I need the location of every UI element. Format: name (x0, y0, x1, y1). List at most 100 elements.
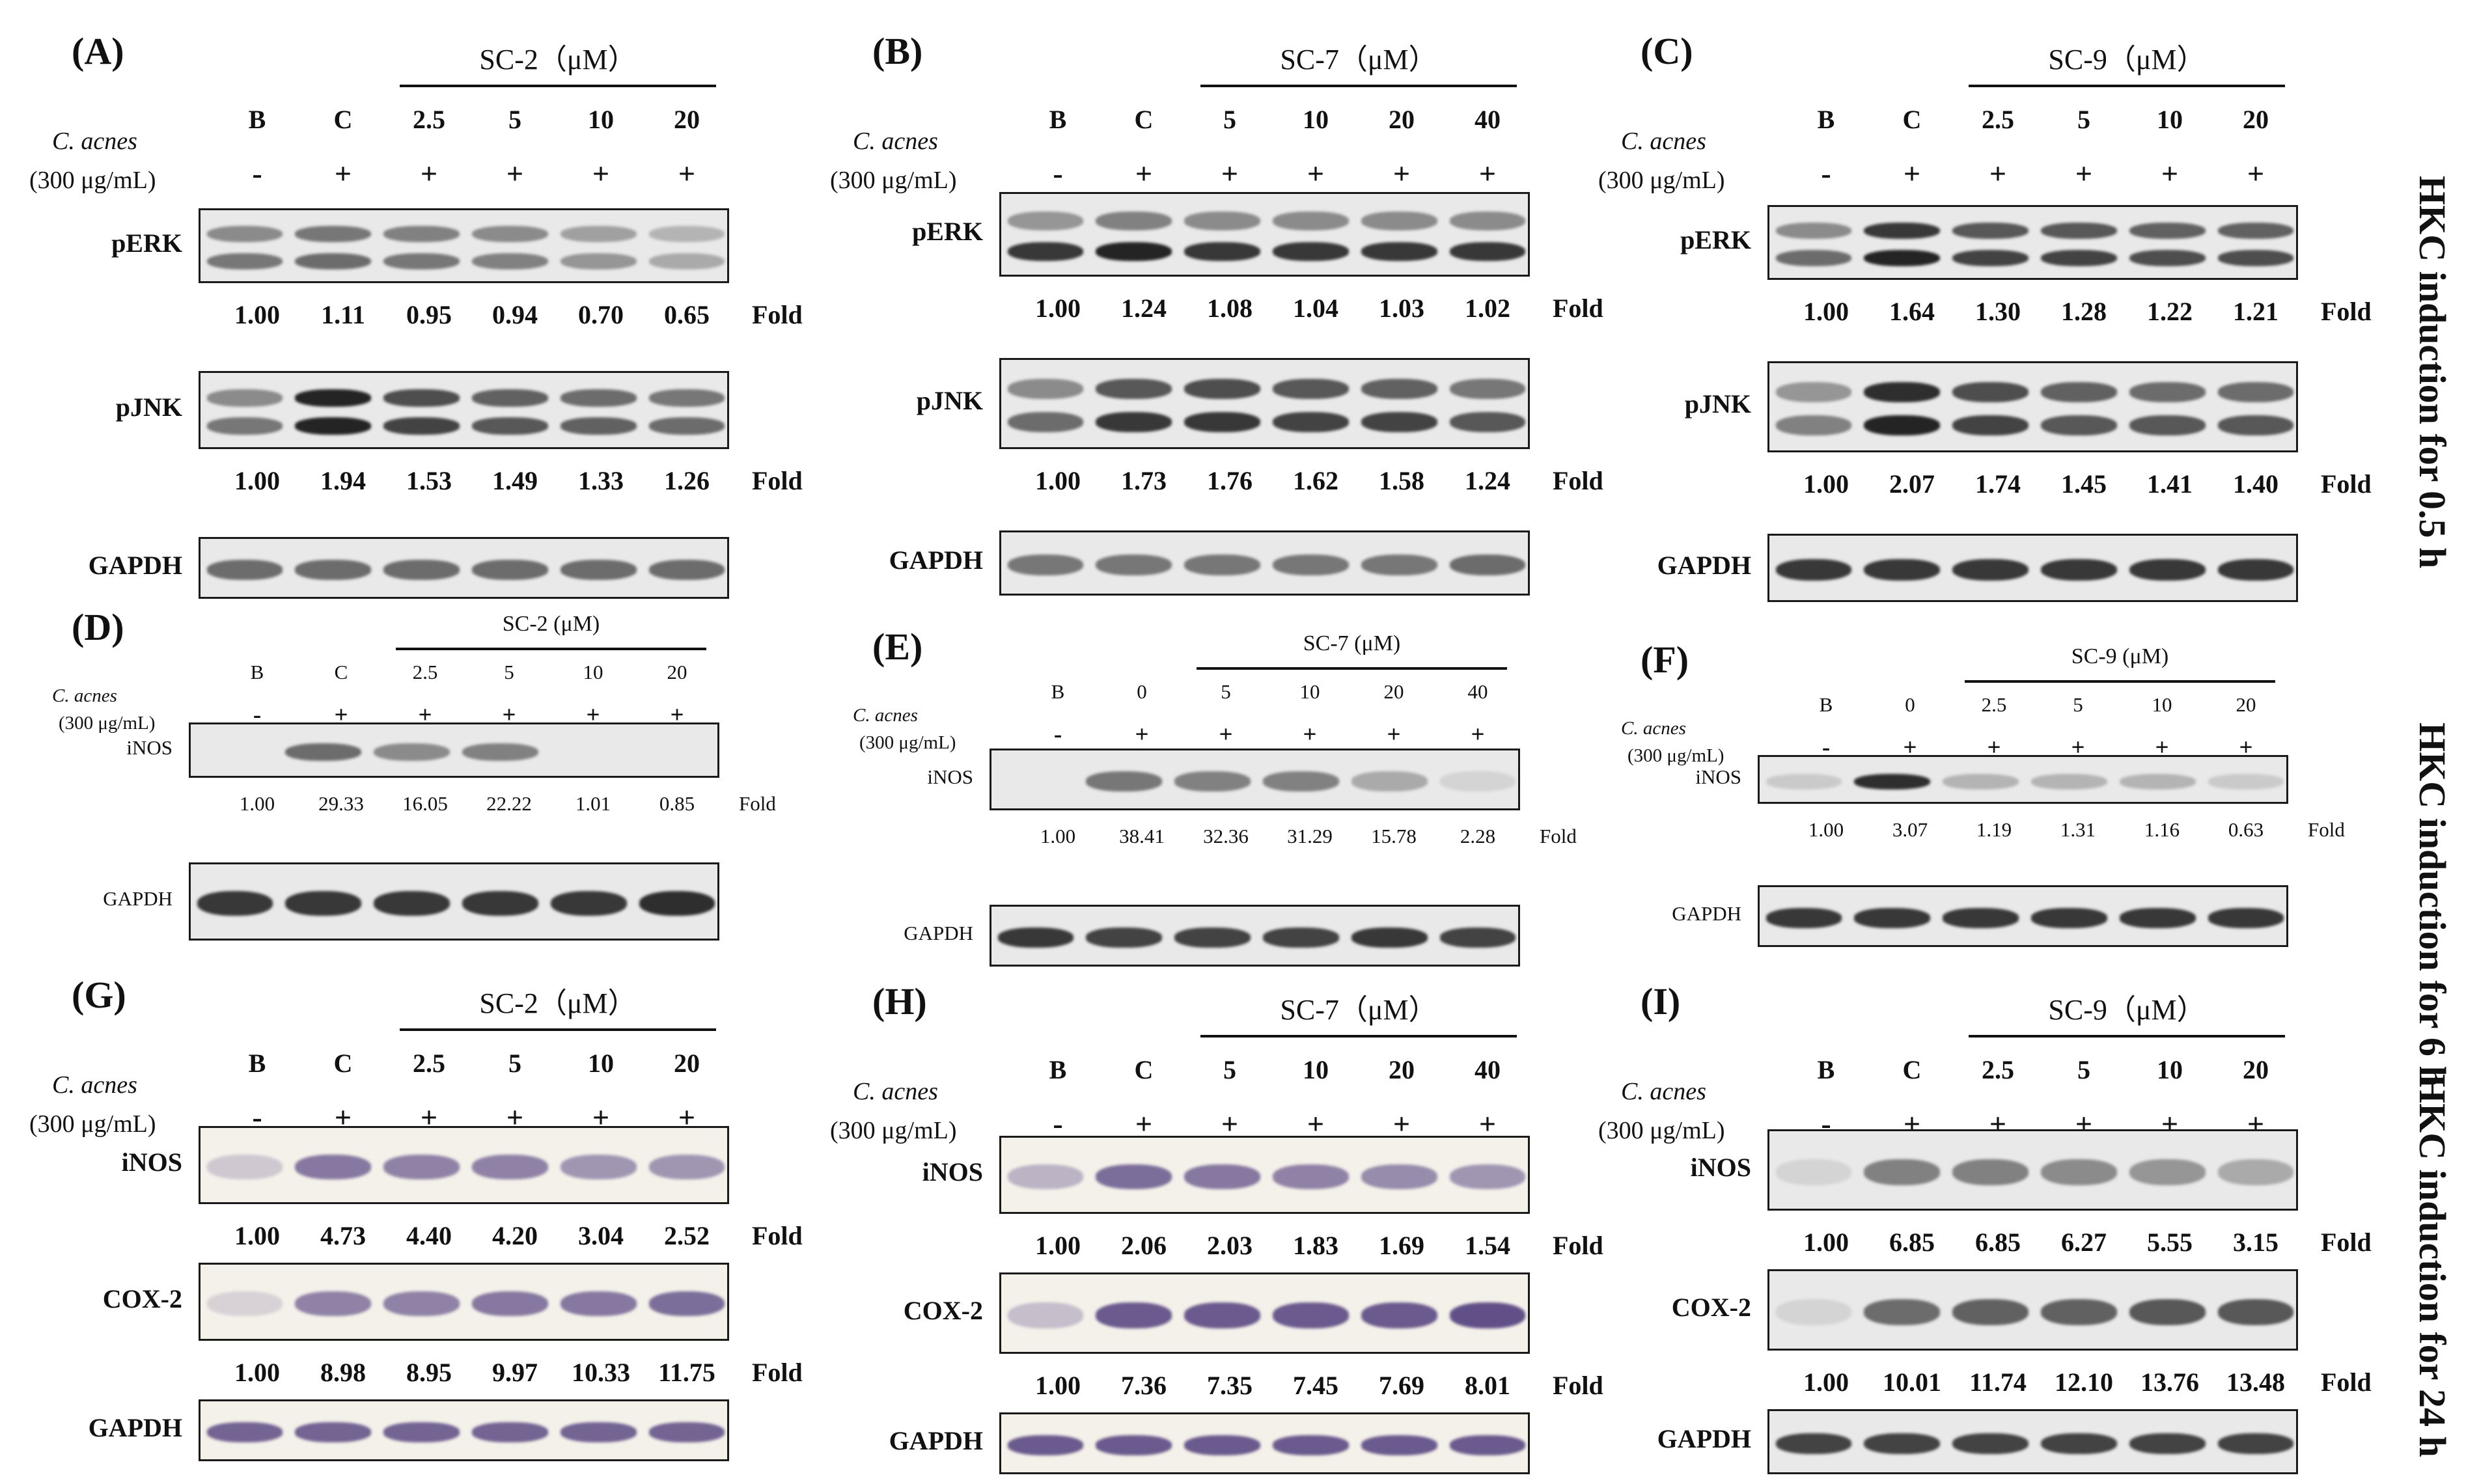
band (1096, 379, 1172, 400)
band (1775, 1159, 1852, 1185)
treatment-sign: + (1392, 157, 1411, 190)
lane-label: 5 (2077, 1055, 2090, 1084)
band (1007, 1302, 1084, 1328)
fold-label: Fold (752, 1221, 803, 1250)
treatment-group-line (1200, 1035, 1517, 1037)
inducer-label: C. acnes (853, 128, 938, 155)
band (1086, 928, 1163, 948)
blot-gapdh (1767, 534, 2298, 602)
band (1096, 1302, 1172, 1328)
band (206, 1291, 283, 1317)
fold-value: 1.62 (1293, 466, 1338, 495)
band (1273, 1164, 1349, 1190)
fold-value: 5.55 (2147, 1228, 2193, 1257)
fold-value: 1.24 (1465, 466, 1510, 495)
lane-label: 2.5 (412, 661, 438, 683)
fold-value: 7.35 (1207, 1371, 1253, 1400)
panel-e: (E) SC-7 (μM) B - 0 +5 +10 +20 +40 + C. acnes (300 … (801, 612, 1582, 967)
treatment-sign: + (2161, 157, 2179, 190)
fold-label: Fold (752, 300, 803, 329)
band (2129, 1433, 2206, 1454)
band (1952, 382, 2029, 403)
fold-label: Fold (1540, 825, 1577, 847)
inducer-concentration: (300 μg/mL) (1598, 1117, 1725, 1144)
treatment-group-line (396, 648, 706, 650)
inducer-concentration: (300 μg/mL) (830, 1117, 957, 1144)
treatment-group-line (400, 1028, 716, 1031)
band (1096, 411, 1172, 432)
fold-value: 0.65 (664, 300, 710, 329)
band (1775, 415, 1852, 435)
band (1952, 1433, 2029, 1454)
band (1361, 212, 1437, 230)
band (1952, 1159, 2029, 1185)
band (1439, 928, 1516, 948)
fold-value: 1.02 (1465, 294, 1510, 323)
treatment-sign: + (334, 702, 348, 728)
protein-label: COX-2 (903, 1295, 983, 1325)
band (1184, 242, 1260, 261)
fold-value: 3.04 (578, 1221, 624, 1250)
protein-label: GAPDH (88, 550, 182, 580)
fold-value: 13.48 (2226, 1367, 2285, 1397)
fold-value: 1.58 (1379, 466, 1424, 495)
band (1361, 1302, 1437, 1328)
band (2119, 908, 2196, 928)
band (383, 253, 460, 269)
fold-value: 1.00 (234, 300, 280, 329)
blot-inos (1758, 755, 2288, 804)
fold-value: 1.01 (575, 792, 611, 815)
protein-label: GAPDH (103, 887, 173, 911)
treatment-sign: + (502, 702, 516, 728)
fold-value: 6.85 (1889, 1228, 1935, 1257)
band (648, 1154, 725, 1180)
inducer-label: C. acnes (853, 1078, 938, 1105)
band (1766, 773, 1842, 790)
lane-label: B (1817, 105, 1835, 134)
treatment-sign: + (1478, 1107, 1497, 1140)
blot-perk (199, 208, 729, 283)
lane-label: 10 (588, 1049, 614, 1078)
band (1007, 411, 1084, 432)
band (1864, 1298, 1941, 1325)
protein-label: pJNK (1684, 389, 1751, 419)
lane-label: 5 (1223, 1055, 1236, 1084)
treatment-sign: - (252, 1101, 262, 1134)
band (295, 389, 372, 407)
band (648, 253, 725, 269)
fold-value: 1.69 (1379, 1231, 1424, 1260)
treatment-group-title: SC-9 (μM) (2071, 644, 2169, 668)
band (550, 890, 627, 916)
fold-value: 1.31 (2060, 818, 2096, 841)
panel-label: (G) (72, 974, 126, 1016)
band (472, 389, 548, 407)
band (383, 226, 460, 243)
lane-label: 40 (1475, 105, 1501, 134)
treatment-sign: + (1903, 734, 1917, 761)
band (560, 1154, 637, 1180)
treatment-sign: + (1221, 1107, 1239, 1140)
fold-value: 11.75 (658, 1358, 715, 1387)
band (1864, 1159, 1941, 1185)
band (383, 1291, 460, 1317)
treatment-group-title: SC-7 (μM) (1303, 631, 1401, 655)
band (1864, 415, 1941, 435)
fold-value: 1.00 (234, 1358, 280, 1387)
lane-label: 40 (1467, 680, 1488, 703)
panel-i: (I) SC-9（μM） B - C +2.5 +5 +10 +20 + C. acnes (300 … (1569, 950, 2372, 1484)
lane-label: 20 (674, 1049, 700, 1078)
lane-label: C (333, 1049, 353, 1078)
treatment-sign: + (1135, 157, 1153, 190)
fold-value: 16.05 (402, 792, 448, 815)
lane-label: B (1049, 105, 1067, 134)
band (2129, 1159, 2206, 1185)
blot-gapdh (990, 905, 1520, 967)
blot-inos (990, 749, 1520, 810)
blot-pjnk (1767, 361, 2298, 452)
lane-label: 10 (588, 105, 614, 134)
band (1184, 1164, 1260, 1190)
fold-value: 1.00 (1035, 466, 1081, 495)
treatment-sign: - (1821, 157, 1831, 190)
treatment-sign: + (2247, 157, 2265, 190)
fold-value: 1.49 (492, 466, 538, 495)
